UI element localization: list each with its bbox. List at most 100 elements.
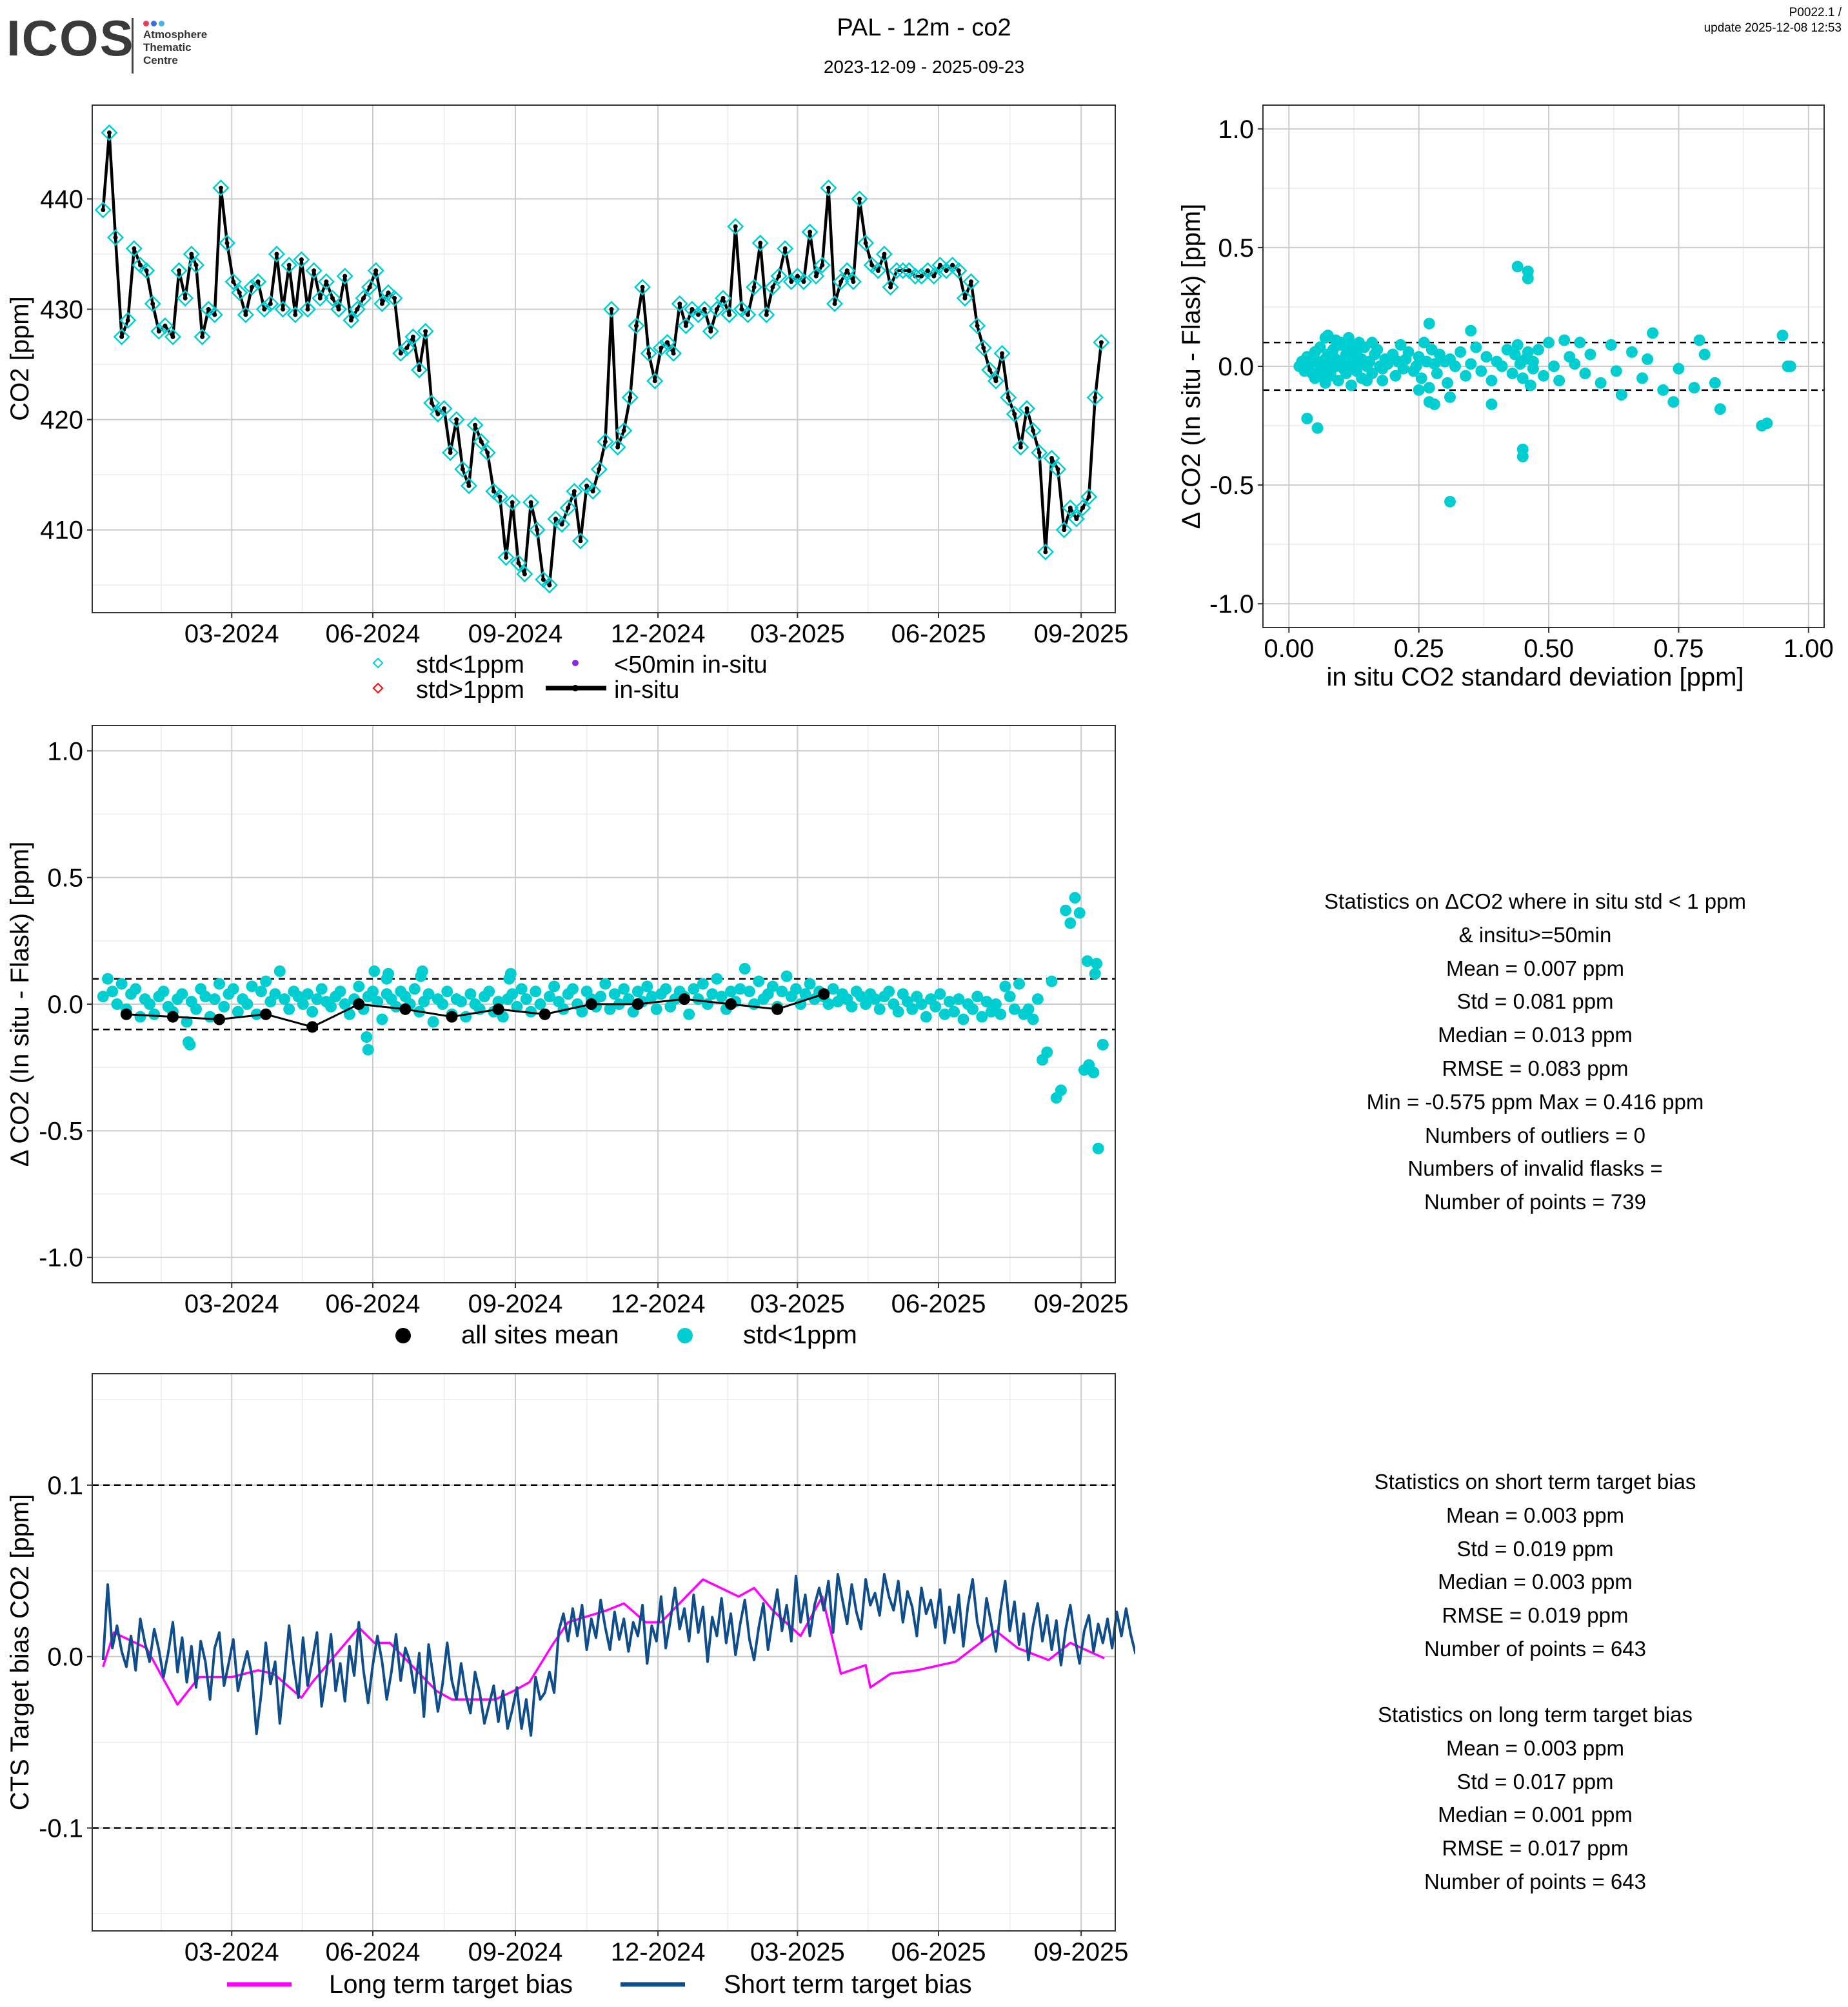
- delta-point: [966, 1003, 979, 1015]
- tick-label-x: 03-2024: [184, 620, 279, 648]
- delta-stats-rmse: RMSE = 0.083 ppm: [1442, 1056, 1629, 1080]
- timeseries-axes: 410 420 430 440 03-2024 06-2024 09-2024 12-2024…: [40, 185, 1128, 648]
- tick-label-y: -1.0: [39, 1244, 83, 1272]
- flask-diamond-marker: [751, 234, 769, 252]
- flask-diamond-marker: [584, 482, 602, 500]
- tick-label-x: 06-2025: [891, 620, 986, 648]
- delta-point: [739, 963, 751, 975]
- delta-point: [260, 975, 272, 987]
- tick-label-x: 0.00: [1264, 635, 1314, 663]
- tick-label-y: 430: [40, 296, 83, 324]
- delta-point: [143, 998, 155, 1010]
- flask-diamond-marker: [125, 240, 143, 257]
- flask-diamond-marker: [262, 295, 279, 313]
- logo-sub-line-1: Atmosphere: [143, 28, 208, 41]
- flask-diamond-marker: [969, 317, 986, 335]
- flask-diamond-marker: [479, 444, 496, 462]
- legend-long-term-label: Long term target bias: [329, 1970, 573, 1999]
- insitu-point: [479, 439, 484, 444]
- flask-diamond-marker: [981, 361, 999, 379]
- delta-point: [906, 1003, 919, 1015]
- flask-diamond-marker: [875, 245, 893, 263]
- insitu-point: [751, 284, 757, 290]
- delta-point: [416, 965, 428, 977]
- flask-diamond-marker: [683, 301, 701, 318]
- delta-point: [915, 998, 928, 1010]
- flask-diamond-marker: [330, 301, 348, 318]
- scatter-point: [1579, 368, 1591, 380]
- short-stats-median: Median = 0.003 ppm: [1438, 1570, 1633, 1594]
- legend-std-lt-dot-label: std<1ppm: [743, 1321, 857, 1349]
- target-bias-chart: -0.1 0.0 0.1 03-2024 06-2024 09-2024 12-2024 03…: [6, 1373, 1135, 1999]
- insitu-point: [510, 500, 515, 505]
- all-sites-mean-point: [166, 1011, 179, 1023]
- flask-diamond-marker: [336, 268, 353, 285]
- tick-label-y: 0.0: [1218, 353, 1254, 381]
- scatter-point: [1636, 372, 1649, 384]
- scatter-point: [1485, 375, 1498, 387]
- delta-point: [208, 993, 221, 1005]
- flask-diamond-marker: [566, 482, 583, 500]
- flask-diamond-marker: [628, 317, 645, 335]
- delta-time-chart: -1.0 -0.5 0.0 0.5 1.0 03-2024 06-2024 09-2024 12…: [6, 725, 1129, 1349]
- delta-time-ylabel: Δ CO2 (In situ - Flask) [ppm]: [6, 842, 34, 1167]
- tick-label-x: 12-2024: [611, 1290, 706, 1318]
- flask-diamond-marker: [671, 295, 688, 313]
- tick-label-x: 0.25: [1394, 635, 1444, 663]
- flask-diamond-marker: [1012, 439, 1029, 456]
- all-sites-mean-point: [631, 998, 644, 1010]
- flask-diamond-marker: [106, 229, 124, 246]
- flask-diamond-marker: [113, 328, 130, 346]
- insitu-point: [348, 318, 353, 323]
- flask-diamond-marker: [696, 301, 713, 318]
- delta-point: [646, 991, 658, 1003]
- delta-point: [804, 978, 816, 990]
- delta-point: [980, 996, 993, 1008]
- delta-point: [184, 1038, 196, 1051]
- flask-diamond-marker: [274, 301, 292, 318]
- insitu-point: [262, 307, 267, 312]
- delta-point: [366, 985, 379, 998]
- delta-point: [1031, 993, 1044, 1005]
- scatter-point: [1511, 339, 1524, 351]
- insitu-point: [621, 428, 626, 433]
- scatter-point: [1465, 324, 1477, 337]
- scatter-point: [1423, 317, 1435, 330]
- flask-diamond-marker: [1080, 488, 1098, 506]
- short-stats-rmse: RMSE = 0.019 ppm: [1442, 1603, 1629, 1628]
- delta-point: [1091, 958, 1103, 970]
- scatter-point: [1642, 353, 1654, 365]
- delta-point: [1064, 917, 1077, 929]
- std-scatter-ylabel: Δ CO2 (In situ - Flask) [ppm]: [1177, 204, 1206, 529]
- scatter-point: [1610, 365, 1622, 377]
- flask-diamond-marker: [206, 306, 223, 324]
- target-bias-ylabel: CTS Target bias CO2 [ppm]: [6, 1494, 34, 1811]
- delta-point: [437, 998, 449, 1010]
- tick-label-x: 03-2024: [184, 1938, 279, 1966]
- flask-diamond-marker: [343, 311, 360, 329]
- flask-diamond-marker: [1062, 499, 1079, 517]
- delta-point: [157, 985, 170, 998]
- scatter-point: [1569, 358, 1581, 370]
- insitu-point: [137, 262, 143, 268]
- flask-diamond-marker: [164, 328, 182, 346]
- delta-point: [957, 1013, 969, 1025]
- flask-diamond-marker: [882, 279, 899, 296]
- scatter-point: [1449, 361, 1462, 372]
- insitu-point: [683, 323, 688, 328]
- insitu-point: [571, 489, 577, 494]
- all-sites-mean-point: [771, 1003, 784, 1015]
- logo-sub-line-3: Centre: [143, 54, 178, 66]
- timeseries-panel-border: [92, 104, 1116, 613]
- scatter-point: [1441, 377, 1453, 389]
- scatter-point: [1376, 362, 1389, 375]
- delta-point: [460, 1011, 472, 1023]
- tick-label-y: 1.0: [47, 737, 83, 766]
- flask-diamond-marker: [839, 262, 856, 279]
- timeseries-chart: 410 420 430 440 03-2024 06-2024 09-2024 12-2024…: [6, 104, 1129, 704]
- insitu-point: [863, 241, 868, 246]
- insitu-point: [559, 522, 564, 527]
- flask-diamond-marker: [931, 256, 949, 274]
- delta-point: [971, 991, 984, 1003]
- timeseries-legend: std<1ppm std>1ppm <50min in-situ in-situ: [372, 651, 768, 704]
